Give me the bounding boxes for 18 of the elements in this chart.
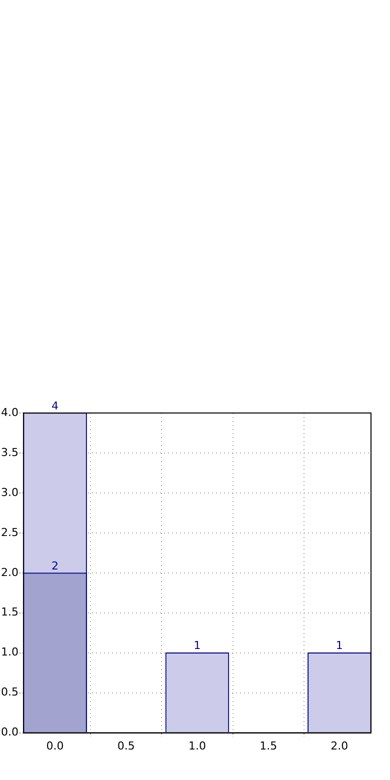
y-tick-label: 2.0	[0, 566, 18, 579]
y-tick-label: 4.0	[0, 406, 18, 419]
y-tick-label: 0.0	[0, 726, 18, 739]
x-tick-label: 0.0	[46, 739, 64, 752]
y-tick-label: 2.5	[0, 526, 18, 539]
x-tick-label: 0.5	[117, 739, 135, 752]
x-tick-label: 1.5	[260, 739, 278, 752]
data-label: 1	[194, 639, 201, 652]
data-label: 4	[52, 399, 59, 412]
y-tick-label: 3.5	[0, 446, 18, 459]
y-tick-label: 1.5	[0, 606, 18, 619]
y-tick-label: 3.0	[0, 486, 18, 499]
x-tick-label: 1.0	[188, 739, 206, 752]
y-tick-label: 0.5	[0, 686, 18, 699]
data-label: 1	[336, 639, 343, 652]
y-tick-label: 1.0	[0, 646, 18, 659]
x-tick-label: 2.0	[330, 739, 348, 752]
data-label: 2	[52, 559, 59, 572]
